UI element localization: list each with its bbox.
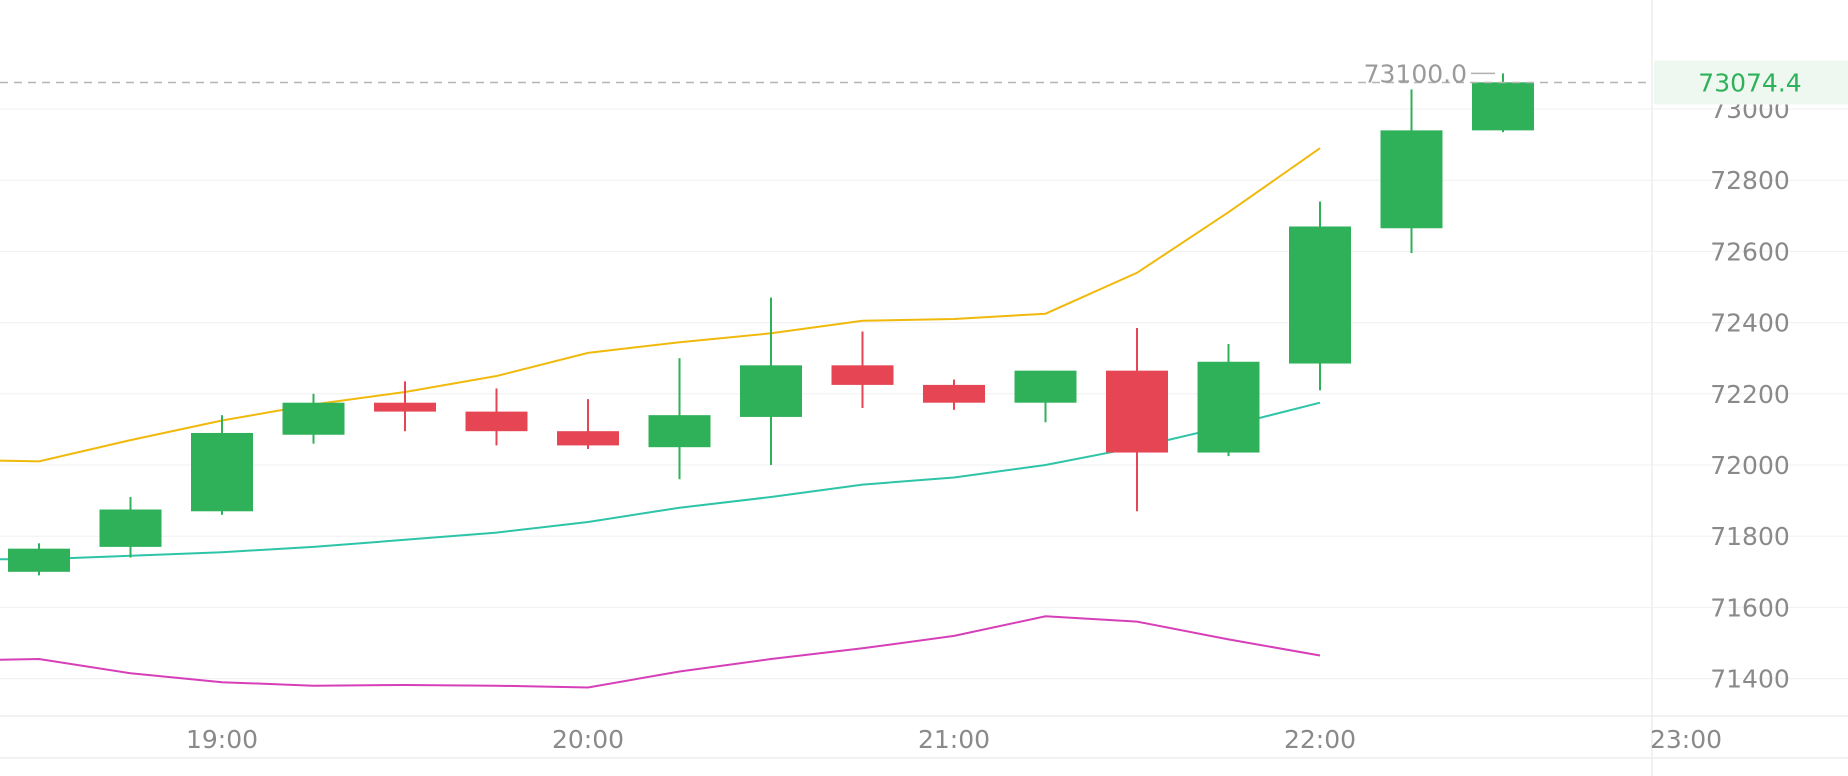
y-tick-label: 71400 (1710, 665, 1790, 694)
high-marker-label: 73100.0 (1364, 59, 1467, 88)
candle-body (374, 402, 436, 412)
candle-0[interactable] (8, 543, 70, 576)
last-price-label: 73074.4 (1698, 69, 1801, 98)
x-tick-label: 22:00 (1284, 725, 1356, 754)
candle-body (1380, 130, 1443, 229)
candle-9[interactable] (831, 331, 894, 409)
x-tick-label: 19:00 (186, 725, 258, 754)
y-tick-label: 72600 (1710, 237, 1790, 266)
candle-5[interactable] (465, 388, 528, 446)
candle-body (191, 432, 253, 512)
candle-body (1289, 226, 1351, 364)
ma-line-slow (0, 615, 1321, 689)
candle-2[interactable] (191, 415, 253, 515)
candle-body (740, 365, 802, 417)
candle-6[interactable] (557, 399, 619, 449)
x-tick-label: 23:00 (1650, 725, 1722, 754)
candle-15[interactable] (1380, 89, 1443, 254)
y-tick-label: 71600 (1710, 593, 1790, 622)
x-tick-label: 21:00 (918, 725, 990, 754)
candle-13[interactable] (1197, 343, 1260, 457)
candle-3[interactable] (282, 393, 345, 444)
candle-body (8, 548, 70, 572)
candle-body (99, 509, 162, 547)
y-tick-label: 71800 (1710, 522, 1790, 551)
candle-1[interactable] (99, 497, 162, 558)
ma-line-fast (0, 147, 1321, 463)
candle-body (282, 402, 345, 435)
y-tick-label: 72200 (1710, 380, 1790, 409)
candle-4[interactable] (374, 381, 436, 432)
candle-body (923, 384, 985, 403)
candle-11[interactable] (1014, 370, 1077, 423)
candle-body (1472, 82, 1534, 131)
candle-14[interactable] (1289, 201, 1351, 391)
candle-body (648, 415, 711, 448)
candle-10[interactable] (923, 379, 985, 410)
y-tick-label: 72000 (1710, 451, 1790, 480)
candle-7[interactable] (648, 358, 711, 480)
candle-body (1014, 370, 1077, 403)
candle-16[interactable] (1472, 73, 1534, 133)
last-price-badge (1654, 60, 1848, 105)
candle-body (831, 365, 894, 385)
candle-body (1106, 370, 1168, 453)
candle-body (557, 431, 619, 446)
candle-12[interactable] (1106, 327, 1168, 512)
y-tick-label: 72800 (1710, 166, 1790, 195)
y-tick-label: 72400 (1710, 309, 1790, 338)
x-tick-label: 20:00 (552, 725, 624, 754)
candle-body (465, 411, 528, 432)
candle-body (1197, 361, 1260, 453)
candle-8[interactable] (740, 297, 802, 465)
